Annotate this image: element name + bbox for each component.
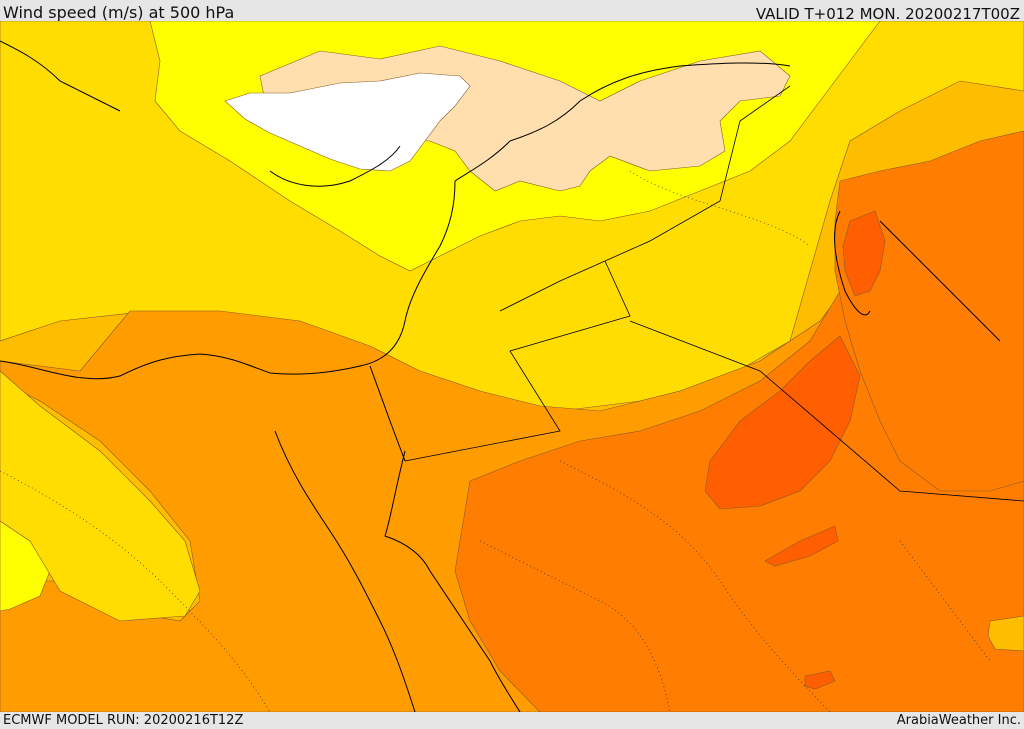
footer-bar: ECMWF MODEL RUN: 20200216T12Z ArabiaWeat… (0, 712, 1024, 729)
band-red-orange (704, 335, 861, 510)
band-red-orange-2 (842, 210, 886, 297)
dotted-contours (0, 170, 991, 712)
borders (404, 85, 1024, 502)
band-light-orange-w (0, 370, 201, 622)
band-white (224, 72, 471, 172)
map-title: Wind speed (m/s) at 500 hPa (3, 3, 235, 22)
band-dark-orange-ne (834, 130, 1024, 492)
band-red-orange-3 (764, 525, 839, 567)
valid-time: VALID T+012 MON. 20200217T00Z (755, 5, 1020, 23)
coastlines (0, 40, 1001, 712)
map-canvas (0, 21, 1024, 712)
model-run: ECMWF MODEL RUN: 20200216T12Z (3, 713, 244, 728)
band-amber-e (987, 615, 1024, 652)
wind-speed-map[interactable] (0, 21, 1024, 712)
credit-text: ArabiaWeather Inc. (896, 713, 1021, 728)
header-bar: Wind speed (m/s) at 500 hPa VALID T+012 … (0, 0, 1024, 23)
band-red-orange-4 (804, 670, 836, 690)
